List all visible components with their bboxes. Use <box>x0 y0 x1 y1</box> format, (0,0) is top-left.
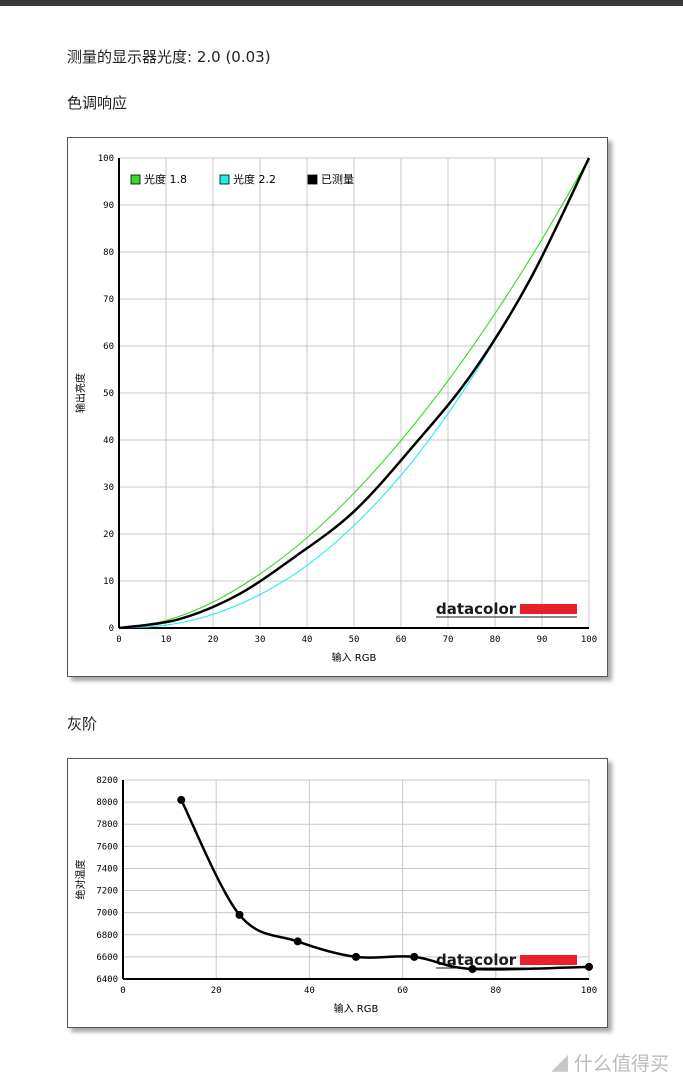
data-point <box>410 952 419 961</box>
x-tick-label: 100 <box>581 635 597 645</box>
y-tick-label: 6400 <box>96 975 118 985</box>
data-point <box>235 910 244 919</box>
x-tick-label: 70 <box>443 635 454 645</box>
y-tick-label: 40 <box>103 436 114 446</box>
legend-swatch <box>130 174 141 185</box>
measured-gamma-text: 测量的显示器光度: 2.0 (0.03) <box>67 48 271 66</box>
tone-response-chart-svg: 0 10 20 30 40 50 60 70 80 90 100 0 10 20 30 40 50 60 70 80 9… <box>74 154 597 664</box>
smzdm-logo-icon: ◢ <box>551 1050 568 1075</box>
x-tick-label: 90 <box>537 635 548 645</box>
x-axis-label: 输入 RGB <box>332 651 377 664</box>
y-tick-label: 7200 <box>96 887 118 897</box>
gray-scale-chart: 0 20 40 60 80 100 6400 6600 6800 7000 7200 7400 7600… <box>67 758 608 1028</box>
data-point <box>177 795 186 804</box>
x-tick-label: 60 <box>396 635 407 645</box>
series-line <box>118 157 591 630</box>
y-tick-label: 60 <box>103 342 114 352</box>
data-point <box>352 952 360 961</box>
watermark-text: 什么值得买 <box>573 1053 669 1075</box>
legend-label: 已测量 <box>321 173 354 186</box>
x-tick-label: 0 <box>120 986 125 996</box>
y-tick-label: 7800 <box>96 820 118 830</box>
datacolor-logo-bar <box>520 604 577 614</box>
datacolor-logo-text: datacolor <box>436 600 517 618</box>
x-tick-label: 100 <box>581 986 597 996</box>
x-tick-label: 80 <box>490 986 501 996</box>
y-tick-label: 8000 <box>96 798 118 808</box>
x-tick-label: 50 <box>349 635 360 645</box>
series-line <box>180 799 590 971</box>
legend-swatch <box>307 174 318 185</box>
x-tick-label: 60 <box>397 986 408 996</box>
series-line <box>118 157 590 629</box>
y-tick-label: 90 <box>103 201 114 211</box>
y-tick-label: 80 <box>103 248 114 258</box>
data-point <box>293 937 302 946</box>
y-tick-label: 6800 <box>96 931 118 941</box>
y-tick-label: 50 <box>103 389 114 399</box>
y-tick-label: 0 <box>109 624 114 634</box>
y-tick-label: 10 <box>103 577 114 587</box>
legend-label: 光度 2.2 <box>233 172 276 186</box>
datacolor-logo-bar <box>520 955 577 965</box>
watermark: ◢ 什么值得买 <box>551 1049 669 1076</box>
data-point <box>468 965 477 974</box>
top-bar <box>0 0 683 6</box>
legend-swatch <box>219 174 230 185</box>
x-tick-label: 10 <box>161 635 172 645</box>
x-axis-label: 输入 RGB <box>334 1002 379 1015</box>
y-tick-label: 8200 <box>96 776 118 786</box>
tone-response-chart: 0 10 20 30 40 50 60 70 80 90 100 0 10 20 30 40 50 60 70 80 9… <box>67 137 608 677</box>
x-tick-label: 40 <box>302 635 313 645</box>
legend-label: 光度 1.8 <box>144 172 187 186</box>
gray-scale-heading: 灰阶 <box>67 715 98 733</box>
y-axis-label: 绝对温度 <box>74 860 87 900</box>
y-tick-label: 30 <box>103 483 114 493</box>
gray-scale-chart-svg: 0 20 40 60 80 100 6400 6600 6800 7000 7200 7400 7600… <box>74 776 597 1015</box>
y-tick-label: 70 <box>103 295 114 305</box>
x-tick-label: 0 <box>116 635 121 645</box>
datacolor-logo-text: datacolor <box>436 951 517 969</box>
y-tick-label: 7600 <box>96 842 118 852</box>
x-tick-label: 20 <box>208 635 219 645</box>
tone-response-heading: 色调响应 <box>67 94 128 112</box>
x-tick-label: 30 <box>255 635 266 645</box>
y-axis-label: 输出亮度 <box>74 373 87 413</box>
x-tick-label: 20 <box>211 986 222 996</box>
data-point <box>585 962 593 971</box>
y-tick-label: 7400 <box>96 864 118 874</box>
y-tick-label: 20 <box>103 530 114 540</box>
x-tick-label: 80 <box>490 635 501 645</box>
y-tick-label: 100 <box>98 154 114 164</box>
x-tick-label: 40 <box>304 986 315 996</box>
y-tick-label: 6600 <box>96 953 118 963</box>
y-tick-label: 7000 <box>96 909 118 919</box>
